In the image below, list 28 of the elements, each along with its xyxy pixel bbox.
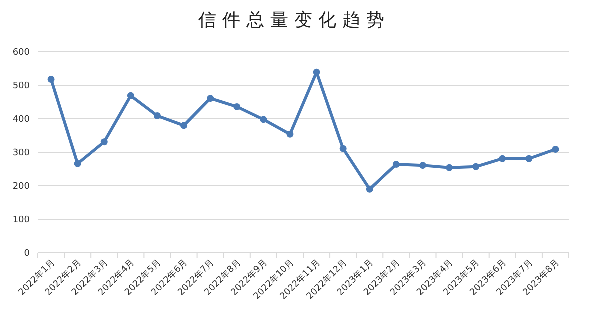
point <box>446 164 454 172</box>
point <box>234 103 241 110</box>
y-tick-label: 300 <box>12 148 30 159</box>
point <box>552 146 560 153</box>
point <box>207 95 214 102</box>
point <box>472 163 480 170</box>
point <box>366 186 374 193</box>
point <box>260 116 268 124</box>
point <box>499 155 506 162</box>
y-tick-label: 200 <box>12 182 30 192</box>
point <box>180 122 188 130</box>
point <box>127 92 134 100</box>
point <box>154 112 161 120</box>
point <box>392 161 400 168</box>
point <box>48 76 55 83</box>
chart-title: 信件总量变化趋势 <box>198 10 390 31</box>
y-tick-label: 500 <box>12 82 30 92</box>
y-tick-label: 100 <box>12 216 30 226</box>
point <box>313 68 320 76</box>
point <box>100 138 108 146</box>
point <box>286 130 294 138</box>
point <box>419 162 426 170</box>
y-tick-label: 600 <box>12 48 30 58</box>
point <box>526 155 533 162</box>
y-tick-label: 0 <box>24 249 30 260</box>
y-tick-label: 400 <box>12 115 30 126</box>
point <box>74 160 82 168</box>
point <box>340 145 347 152</box>
